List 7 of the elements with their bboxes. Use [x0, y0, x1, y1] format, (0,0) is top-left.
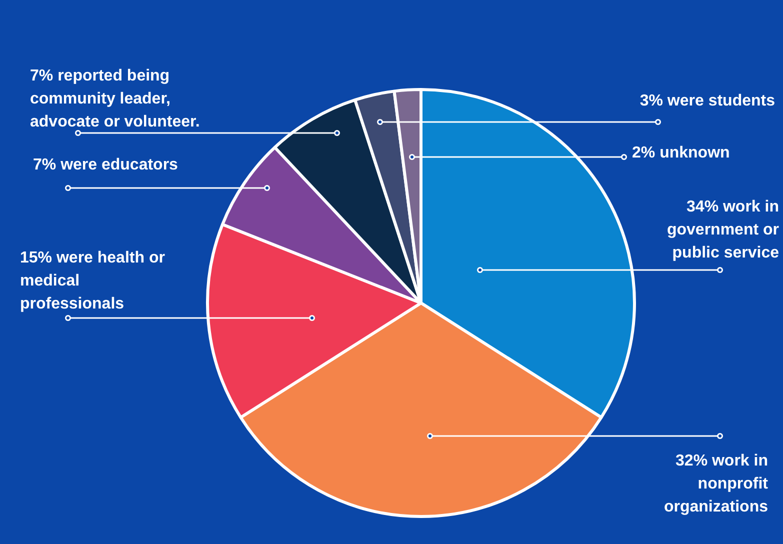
slice-label: 15% were health or medical professionals	[20, 249, 165, 312]
slice-label: 2% unknown	[632, 144, 730, 162]
slice-label: 32% work in nonprofit organizations	[664, 452, 769, 516]
slice-label: 34% work in government or public service	[666, 198, 780, 262]
slice-label: 7% were educators	[33, 156, 178, 174]
slice-label: 3% were students	[640, 92, 776, 110]
slice-label: 7% reported being community leader, advocate or volunteer.	[30, 67, 200, 130]
